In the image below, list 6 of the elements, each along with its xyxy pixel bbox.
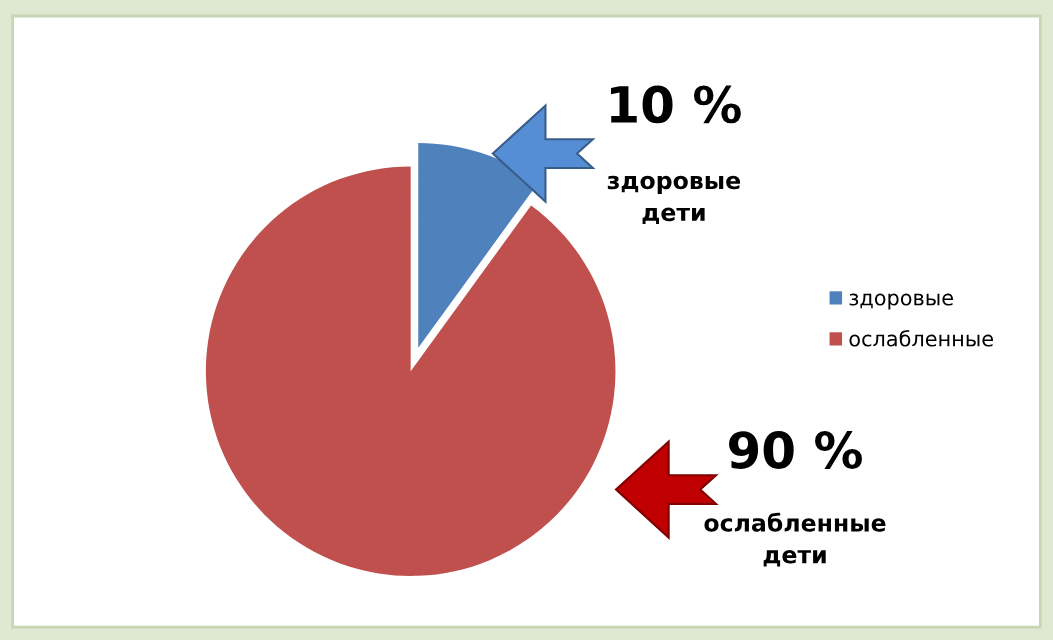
data-label: 10 % xyxy=(611,85,741,124)
data-label: 90 % xyxy=(729,431,862,469)
text: ослабленные дети xyxy=(704,512,886,567)
legend-label: ослабленные xyxy=(849,330,993,347)
text: здоровые дети xyxy=(607,175,740,225)
legend-label: здоровые xyxy=(849,293,953,310)
